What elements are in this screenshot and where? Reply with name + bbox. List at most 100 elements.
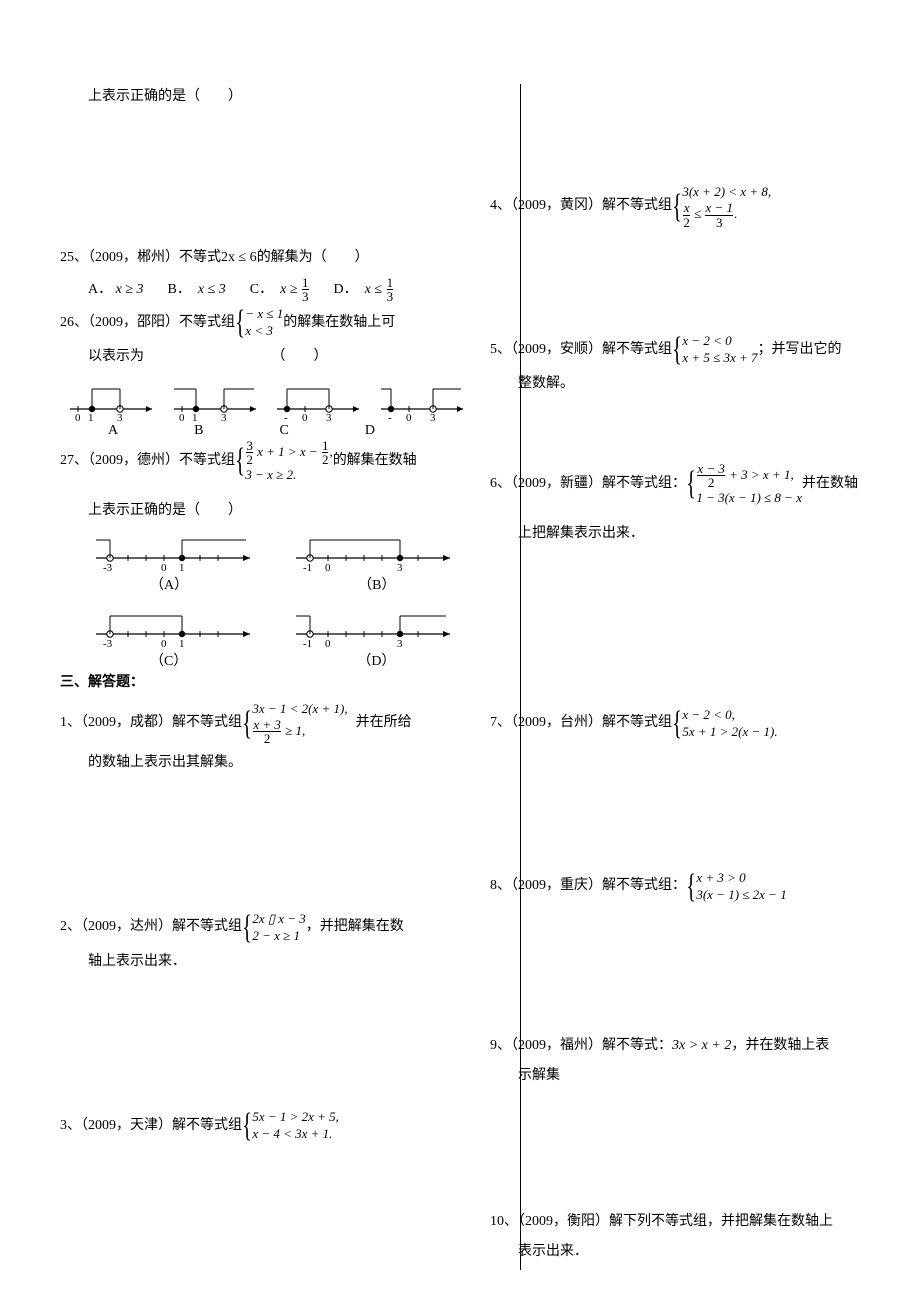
q25-optB: B． x ≤ 3	[168, 275, 226, 306]
q27-nl-labels1: （A） （B）	[60, 574, 470, 594]
svg-text:3: 3	[397, 638, 403, 648]
svg-text:-: -	[388, 412, 392, 421]
q27-stem1: 27、（2009，德州）不等式组	[60, 448, 235, 475]
q25-expr: 2x ≤ 6	[221, 250, 257, 265]
brace-icon: {	[686, 467, 696, 501]
q26-nl-C: - 0 3	[273, 375, 367, 421]
s3q6-system: x − 32 + 3 > x + 1, 1 − 3(x − 1) ≤ 8 − x	[696, 462, 802, 507]
s3q3-system: 5x − 1 > 2x + 5, x − 4 < 3x + 1.	[252, 1109, 339, 1143]
s3q8-line1: 8、（2009，重庆）解不等式组： { x + 3 > 0 3(x − 1) ≤…	[490, 870, 860, 904]
svg-text:0: 0	[161, 562, 167, 572]
q26-nl-B: 0 1 3	[170, 375, 264, 421]
brace-icon: {	[242, 707, 252, 741]
fragment-prev-tail: 上表示正确的是（ ）	[60, 84, 470, 111]
s3q8-system: x + 3 > 0 3(x − 1) ≤ 2x − 1	[696, 870, 786, 904]
brace-icon: {	[686, 870, 696, 904]
q25-stem-tail: 的解集为（ ）	[257, 250, 369, 265]
svg-text:0: 0	[325, 562, 331, 572]
q25-stem: 25、（2009，郴州）不等式2x ≤ 6的解集为（ ）	[60, 245, 470, 272]
s3q7-system: x − 2 < 0, 5x + 1 > 2(x − 1).	[682, 707, 777, 741]
svg-text:1: 1	[192, 412, 198, 421]
svg-text:0: 0	[161, 638, 167, 648]
q25-stem-text: 25、（2009，郴州）不等式	[60, 250, 221, 265]
svg-text:0: 0	[302, 412, 308, 421]
q25-options: A． x ≥ 3 B． x ≤ 3 C． x ≥ 13 D． x ≤ 13	[60, 275, 470, 306]
q27-nl-row1: -3 0 1 -1 0 3	[60, 528, 470, 572]
brace-icon: {	[672, 190, 682, 224]
q26-paren: （ ）	[272, 349, 328, 364]
svg-text:0: 0	[179, 412, 185, 421]
brace-icon: {	[242, 911, 252, 945]
svg-text:1: 1	[179, 638, 185, 648]
svg-text:0: 0	[75, 412, 81, 421]
s3q2-system: 2x ▯ x − 3 2 − x ≥ 1	[252, 911, 305, 945]
q27-nl-labels2: （C） （D）	[60, 650, 470, 670]
s3q2-stem: 2、（2009，达州）解不等式组	[60, 914, 242, 941]
q27-nl-B: -1 0 3	[290, 528, 460, 572]
q27-nl-C: -3 0 1	[90, 604, 260, 648]
s3q3-stem: 3、（2009，天津）解不等式组	[60, 1113, 242, 1140]
q27-line2: 上表示正确的是（ ）	[60, 498, 470, 525]
q26-stem2: 以表示为	[60, 344, 268, 371]
s3q1-system: 3x − 1 < 2(x + 1), x + 32 ≥ 1,	[252, 701, 347, 746]
svg-text:3: 3	[430, 412, 436, 421]
svg-text:1: 1	[179, 562, 185, 572]
s3q9-line2: 示解集	[490, 1063, 860, 1090]
left-column: 上表示正确的是（ ） 25、（2009，郴州）不等式2x ≤ 6的解集为（ ） …	[60, 84, 480, 1270]
right-column: 4、（2009，黄冈）解不等式组 { 3(x + 2) < x + 8, x2 …	[480, 84, 860, 1270]
q27-system: 32 x + 1 > x − 12, 3 − x ≥ 2.	[245, 439, 332, 484]
brace-icon: {	[242, 1109, 252, 1143]
s3q6-tail: 并在数轴	[802, 471, 858, 498]
svg-text:3: 3	[326, 412, 332, 421]
svg-text:-1: -1	[303, 638, 312, 648]
svg-text:3: 3	[221, 412, 227, 421]
s3q9-stem: 9、（2009，福州）解不等式：	[490, 1038, 672, 1053]
q26-nl-D: - 0 3	[377, 375, 471, 421]
s3q1-line1: 1、（2009，成都）解不等式组 { 3x − 1 < 2(x + 1), x …	[60, 701, 470, 746]
q26-stem1-tail: 的解集在数轴上可	[283, 310, 395, 337]
q26-numberlines: 0 1 3 0 1 3	[60, 375, 470, 421]
s3q9-expr: 3x > x + 2	[672, 1038, 731, 1053]
q26-line2: 以表示为 （ ）	[60, 344, 470, 371]
s3q2-line2: 轴上表示出来．	[60, 949, 470, 976]
svg-text:1: 1	[88, 412, 94, 421]
section3-heading: 三、解答题：	[60, 670, 470, 697]
svg-text:-: -	[284, 412, 288, 421]
s3q5-tail: ；并写出它的	[758, 337, 842, 364]
s3q4-line1: 4、（2009，黄冈）解不等式组 { 3(x + 2) < x + 8, x2 …	[490, 184, 860, 229]
brace-icon: {	[235, 306, 245, 340]
column-divider	[520, 84, 521, 1270]
svg-text:0: 0	[406, 412, 412, 421]
svg-text:-1: -1	[303, 562, 312, 572]
q25-optC: C． x ≥ 13	[250, 275, 310, 306]
brace-icon: {	[235, 444, 245, 478]
q26-stem1: 26、（2009，邵阳）不等式组	[60, 310, 235, 337]
s3q5-line2: 整数解。	[490, 371, 860, 398]
s3q5-system: x − 2 < 0 x + 5 ≤ 3x + 7	[682, 333, 757, 367]
s3q10-line1: 10、（2009，衡阳）解下列不等式组，并把解集在数轴上	[490, 1209, 860, 1236]
q27-nl-D: -1 0 3	[290, 604, 460, 648]
brace-icon: {	[672, 333, 682, 367]
q27-line1: 27、（2009，德州）不等式组 { 32 x + 1 > x − 12, 3 …	[60, 439, 470, 484]
s3q2-tail: ，并把解集在数	[306, 914, 404, 941]
s3q1-line2: 的数轴上表示出其解集。	[60, 750, 470, 777]
brace-icon: {	[672, 707, 682, 741]
q25-optD: D． x ≤ 13	[334, 275, 395, 306]
s3q5-stem: 5、（2009，安顺）解不等式组	[490, 337, 672, 364]
s3q5-line1: 5、（2009，安顺）解不等式组 { x − 2 < 0 x + 5 ≤ 3x …	[490, 333, 860, 367]
q27-nl-row2: -3 0 1 -1 0 3	[60, 604, 470, 648]
s3q6-line2: 上把解集表示出来．	[490, 521, 860, 548]
q26-line1: 26、（2009，邵阳）不等式组 { − x ≤ 1 x < 3 的解集在数轴上…	[60, 306, 470, 340]
s3q1-stem: 1、（2009，成都）解不等式组	[60, 710, 242, 737]
q27-nl-A: -3 0 1	[90, 528, 260, 572]
s3q3-line1: 3、（2009，天津）解不等式组 { 5x − 1 > 2x + 5, x − …	[60, 1109, 470, 1143]
q25-optA: A． x ≥ 3	[88, 275, 144, 306]
s3q6-line1: 6、（2009，新疆）解不等式组： { x − 32 + 3 > x + 1, …	[490, 462, 860, 507]
svg-text:3: 3	[397, 562, 403, 572]
svg-text:0: 0	[325, 638, 331, 648]
s3q7-line1: 7、（2009，台州）解不等式组 { x − 2 < 0, 5x + 1 > 2…	[490, 707, 860, 741]
q26-nl-A: 0 1 3	[66, 375, 160, 421]
s3q2-line1: 2、（2009，达州）解不等式组 { 2x ▯ x − 3 2 − x ≥ 1 …	[60, 911, 470, 945]
s3q4-stem: 4、（2009，黄冈）解不等式组	[490, 193, 672, 220]
q27-stem1-tail: 的解集在数轴	[333, 448, 417, 475]
